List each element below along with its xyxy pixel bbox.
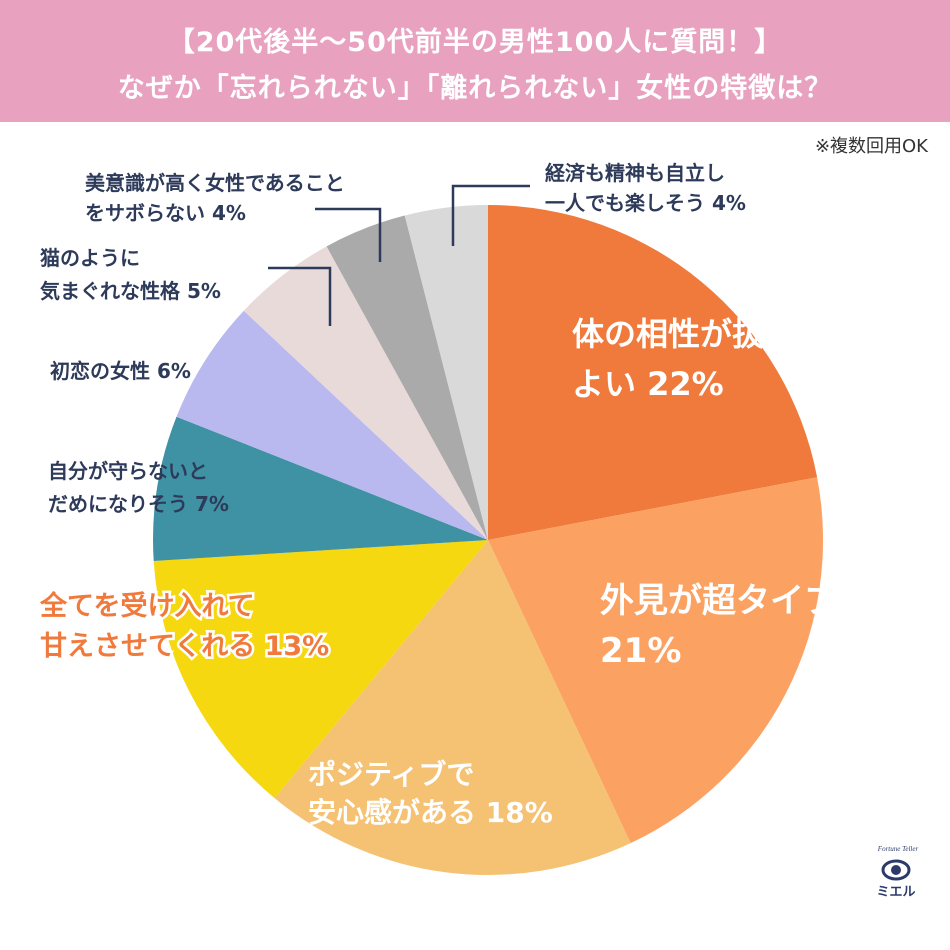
pie-slice	[243, 246, 488, 540]
slice-label: だめになりそう 7%	[48, 492, 229, 516]
leader-line	[451, 184, 530, 246]
pie-slice	[488, 205, 818, 540]
slice-label: ポジティブで	[308, 758, 474, 791]
slice-label: 外見が超タイプ	[600, 581, 838, 621]
multiple-answers-note: ※複数回用OK	[814, 136, 928, 157]
slice-label: 自分が守らないと	[48, 459, 208, 483]
leader-line	[315, 207, 382, 262]
pie-slice	[488, 477, 824, 844]
slice-label: 気まぐれな性格 5%	[40, 279, 221, 303]
slice-label: 美意識が高く女性であること	[85, 171, 345, 195]
slice-label: 初恋の女性 6%	[50, 359, 191, 383]
leader-lines	[268, 184, 530, 326]
header-banner: 【20代後半〜50代前半の男性100人に質問！】 なぜか「忘れられない」「離れら…	[0, 0, 950, 122]
logo-name: ミエル	[876, 885, 915, 900]
slice-label: よい 22%	[572, 365, 724, 403]
header-title-line2: なぜか「忘れられない」「離れられない」女性の特徴は？	[117, 73, 833, 104]
slice-label: 甘えさせてくれる 13%	[40, 631, 329, 662]
pie-slice	[404, 205, 488, 540]
pie-slice	[176, 310, 488, 540]
slice-label: 21%	[600, 631, 681, 671]
slice-label: 全てを受け入れて	[39, 590, 255, 622]
slice-label: をサボらない 4%	[85, 201, 246, 225]
logo-icon: Fortune Teller ミエル	[869, 834, 922, 900]
pie-slice	[153, 416, 488, 561]
pie-slice	[153, 540, 488, 799]
fortune-teller-logo: Fortune Teller ミエル	[856, 830, 932, 906]
pie-slices	[153, 205, 824, 875]
header-title-line1: 【20代後半〜50代前半の男性100人に質問！】	[167, 27, 783, 58]
pie-slice	[274, 540, 631, 875]
leader-line	[268, 266, 332, 326]
slice-label: 猫のように	[40, 246, 140, 270]
slice-label: 安心感がある 18%	[308, 796, 553, 829]
slice-label: 経済も精神も自立し	[545, 161, 725, 185]
logo-pupil-icon	[891, 865, 901, 875]
slice-label: 体の相性が抜群に	[572, 315, 828, 353]
slice-label: 一人でも楽しそう 4%	[545, 191, 746, 215]
pie-slice	[326, 215, 488, 540]
logo-eye-icon	[881, 859, 911, 881]
logo-arc-text: Fortune Teller	[877, 845, 919, 853]
